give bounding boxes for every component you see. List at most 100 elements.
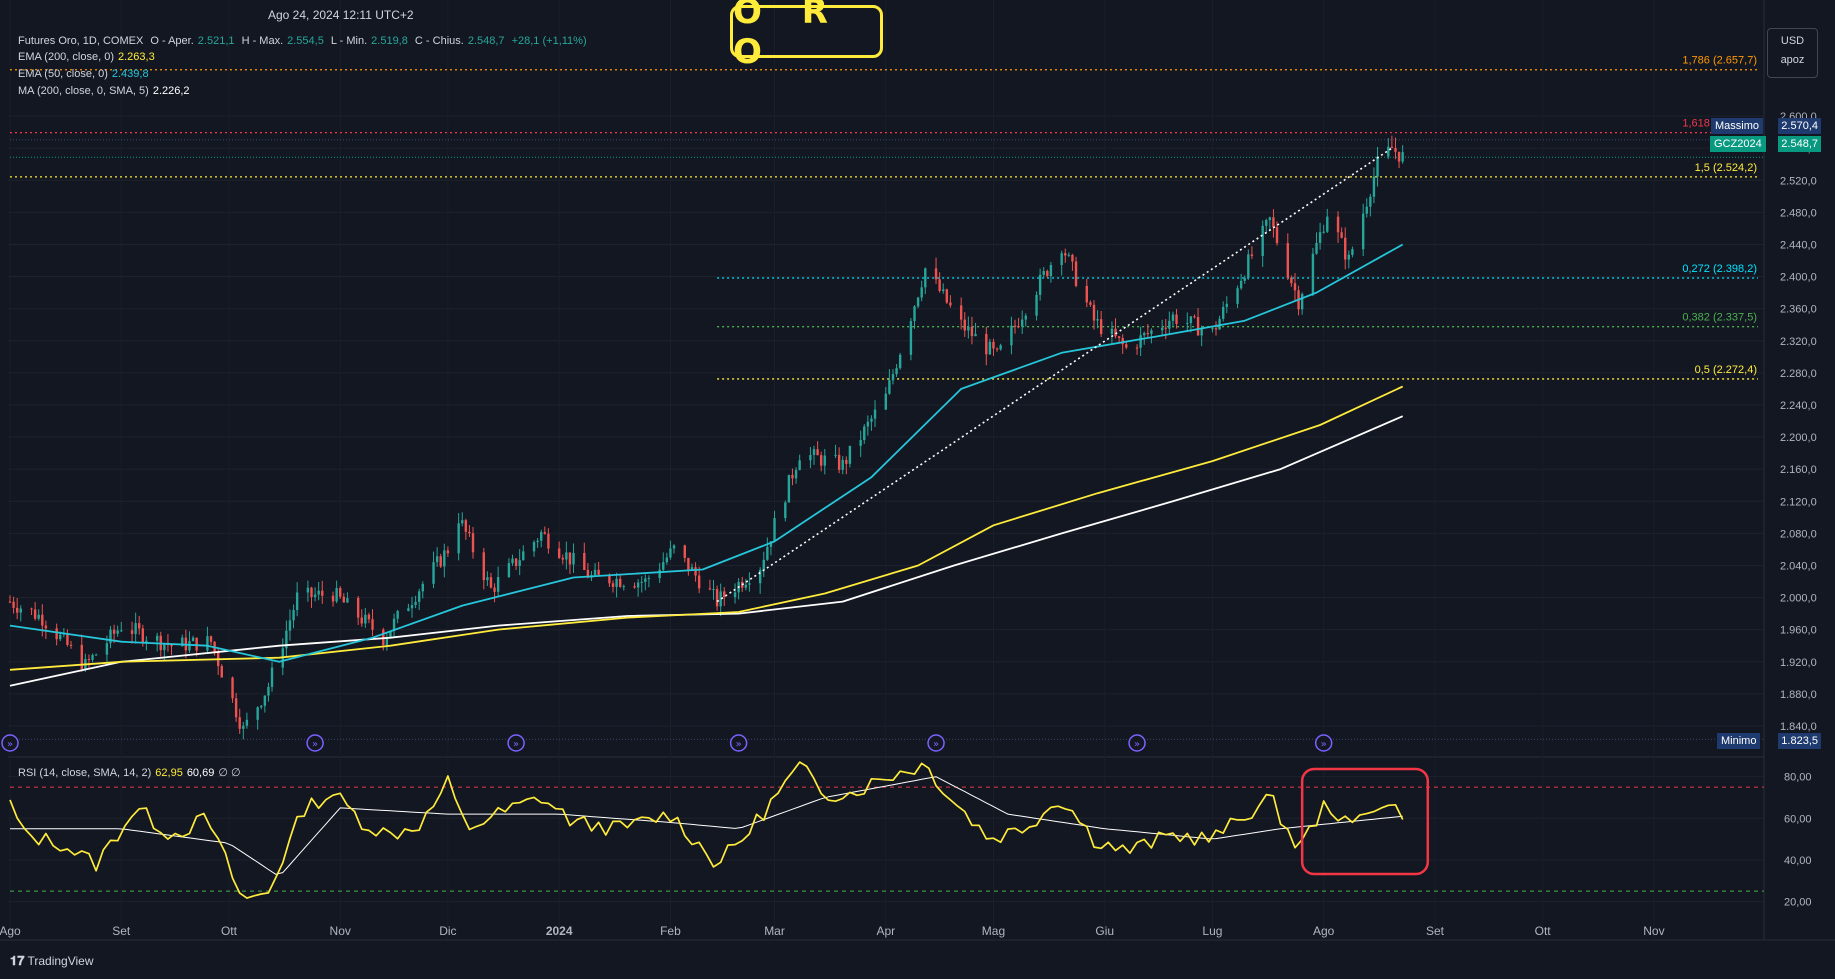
candle-body: [439, 556, 442, 567]
candle-body: [1311, 253, 1315, 295]
candle-body: [1024, 315, 1027, 320]
candle-body: [1290, 277, 1293, 284]
candle-body: [694, 567, 697, 576]
candle-body: [443, 550, 446, 567]
candle-body: [1275, 227, 1279, 244]
ma200-legend[interactable]: MA (200, close, 0, SMA, 5) 2.226,2: [18, 85, 194, 97]
candle-body: [116, 630, 119, 634]
event-marker-icon: [1, 734, 19, 752]
candle-body: [1071, 254, 1074, 262]
price-tick-label: 2.520,0: [1780, 175, 1817, 187]
rsi-tick-label: 20,00: [1784, 897, 1812, 909]
price-tick-label: 2.480,0: [1780, 207, 1817, 219]
candle-body: [511, 558, 514, 564]
candle-body: [1168, 320, 1171, 329]
candle-body: [1221, 306, 1225, 319]
main-legend[interactable]: Futures Oro, 1D, COMEX O - Aper. 2.521,1 …: [18, 35, 591, 47]
oro-title-badge: O R O: [730, 0, 883, 72]
candle-body: [1013, 325, 1017, 327]
candle-body: [536, 540, 539, 543]
time-tick-label: Mar: [764, 924, 785, 938]
candle-body: [360, 617, 363, 624]
candle-body: [356, 598, 360, 618]
candle-body: [145, 640, 148, 643]
candle-body: [313, 594, 317, 597]
ema200-legend[interactable]: EMA (200, close, 0) 2.263,3: [18, 51, 159, 63]
candle-body: [809, 454, 812, 461]
candle-body: [1085, 285, 1088, 303]
candle-body: [91, 655, 94, 660]
event-marker-icon: [927, 734, 945, 752]
candle-body: [435, 556, 439, 563]
candle-body: [909, 321, 913, 355]
candle-body: [665, 557, 669, 563]
candle-body: [1020, 319, 1024, 327]
candle-body: [292, 610, 295, 621]
price-tick-label: 2.000,0: [1780, 593, 1817, 605]
brand-label: TradingView: [27, 954, 94, 968]
candle-body: [1146, 333, 1150, 335]
candle-body: [841, 459, 844, 470]
event-marker-glyph: »: [736, 739, 742, 750]
candle-body: [486, 577, 489, 581]
candle-body: [33, 609, 37, 619]
candle-body: [1089, 302, 1092, 305]
event-marker-icon: [1128, 734, 1146, 752]
candle-body: [1340, 232, 1343, 238]
candle-body: [837, 454, 841, 470]
candle-body: [586, 569, 590, 578]
candle-body: [863, 426, 866, 440]
candle-body: [507, 563, 511, 578]
candle-body: [263, 695, 267, 706]
candle-body: [593, 569, 597, 576]
candle-body: [723, 591, 726, 598]
event-marker-glyph: »: [7, 739, 13, 750]
candle-body: [819, 455, 823, 466]
ema50-legend[interactable]: EMA (50, close, 0) 2.439,8: [18, 68, 153, 80]
candle-body: [407, 608, 410, 611]
candle-body: [669, 548, 672, 558]
candle-body: [572, 552, 575, 565]
candle-body: [1150, 330, 1153, 334]
candle-body: [522, 551, 525, 561]
candle-body: [848, 445, 852, 464]
candle-body: [59, 634, 62, 640]
candle-body: [1139, 335, 1142, 348]
tradingview-logo[interactable]: 𝟏𝟕 TradingView: [10, 953, 94, 969]
candle-body: [859, 439, 862, 446]
candle-body: [1387, 146, 1390, 157]
candle-body: [482, 552, 485, 581]
candle-body: [94, 654, 98, 656]
candle-body: [321, 590, 324, 596]
rsi-legend[interactable]: RSI (14, close, SMA, 14, 2) 62,95 60,69 ∅ ∅: [18, 766, 245, 779]
time-tick-label: Apr: [876, 924, 895, 938]
time-tick-label: Ott: [1535, 924, 1552, 938]
candle-body: [155, 635, 159, 641]
candle-body: [339, 588, 342, 597]
candle-body: [891, 374, 895, 381]
candle-body: [1225, 303, 1228, 307]
candle-body: [1017, 326, 1020, 328]
ma200-label: MA (200, close, 0, SMA, 5): [18, 85, 149, 97]
candle-body: [1042, 271, 1045, 275]
candle-body: [640, 581, 643, 583]
rsi-tick-label: 60,00: [1784, 813, 1812, 825]
candle-body: [1175, 314, 1178, 324]
event-marker-icon: [729, 734, 748, 752]
currency-unit-button[interactable]: USD apoz: [1767, 28, 1818, 78]
ma200-value: 2.226,2: [152, 85, 190, 97]
candle-body: [112, 629, 116, 634]
candle-body: [1114, 328, 1117, 337]
candle-body: [260, 705, 263, 708]
candle-body: [493, 587, 496, 592]
rsi-value: 62,95: [155, 767, 183, 779]
symbol-label: Futures Oro, 1D, COMEX: [18, 35, 144, 47]
ema200-line: [9, 385, 1404, 671]
candle-body: [823, 455, 826, 466]
rsi-tick-label: 80,00: [1784, 772, 1812, 784]
candle-body: [109, 629, 112, 644]
candle-body: [1060, 253, 1063, 265]
candle-body: [557, 548, 561, 558]
candle-body: [1394, 147, 1397, 152]
